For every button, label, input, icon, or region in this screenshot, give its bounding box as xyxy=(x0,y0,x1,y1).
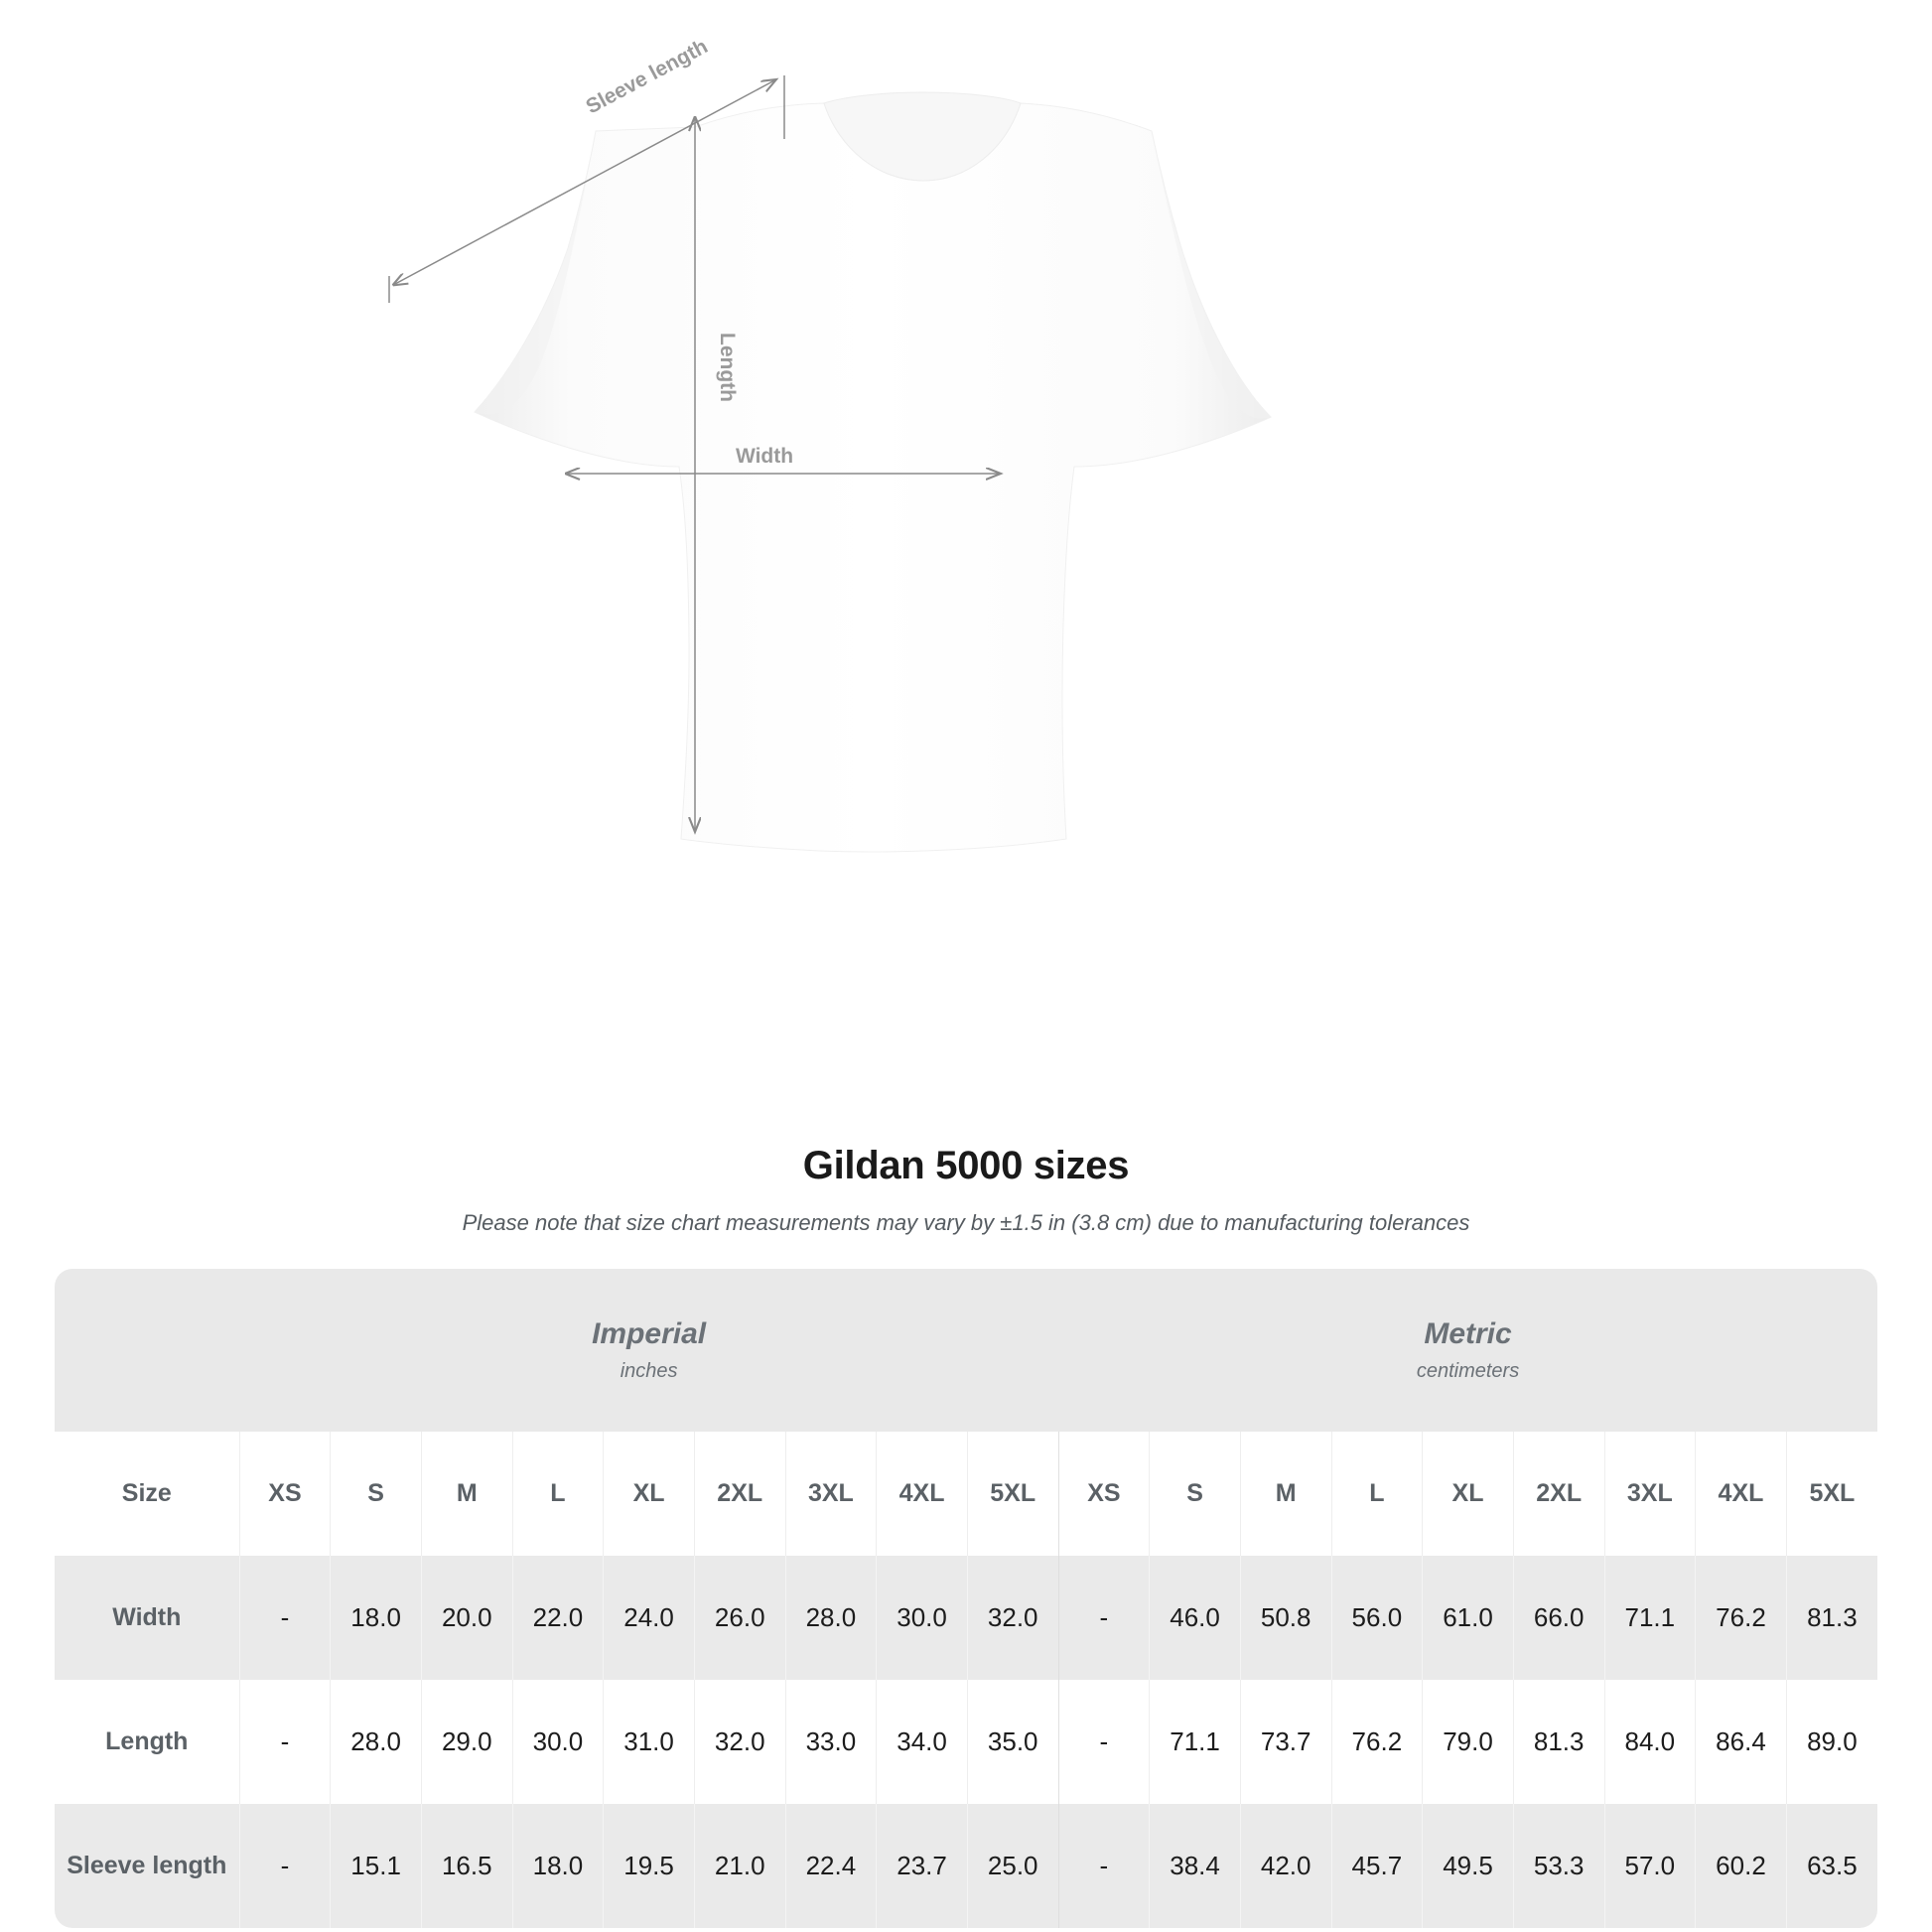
size-header-imperial-4xl: 4XL xyxy=(876,1432,968,1556)
cell-width-imperial-2xl: 26.0 xyxy=(693,1556,786,1680)
page-subtitle: Please note that size chart measurements… xyxy=(462,1210,1470,1235)
cell-sleeve-length-imperial-xl: 19.5 xyxy=(603,1804,695,1928)
cell-width-imperial-s: 18.0 xyxy=(330,1556,422,1680)
cell-length-imperial-2xl: 32.0 xyxy=(693,1680,786,1804)
cell-length-metric-2xl: 81.3 xyxy=(1512,1680,1604,1804)
cell-width-imperial-m: 20.0 xyxy=(420,1556,513,1680)
cell-length-metric-5xl: 89.0 xyxy=(1785,1680,1877,1804)
cell-width-imperial-xs: - xyxy=(238,1556,331,1680)
size-header-imperial-s: S xyxy=(330,1432,422,1556)
cell-width-metric-2xl: 66.0 xyxy=(1512,1556,1604,1680)
size-header-imperial-5xl: 5XL xyxy=(966,1432,1059,1556)
cell-sleeve-length-imperial-s: 15.1 xyxy=(330,1804,422,1928)
cell-sleeve-length-imperial-l: 18.0 xyxy=(511,1804,604,1928)
cell-sleeve-length-imperial-xs: - xyxy=(238,1804,331,1928)
size-header-imperial-xl: XL xyxy=(603,1432,695,1556)
size-chart-table: Imperial inches Metric centimeters Size XS S M L… xyxy=(55,1269,1877,1928)
size-header-imperial-2xl: 2XL xyxy=(693,1432,786,1556)
cell-length-metric-3xl: 84.0 xyxy=(1603,1680,1696,1804)
size-header-metric-s: S xyxy=(1149,1432,1241,1556)
size-header-metric-3xl: 3XL xyxy=(1603,1432,1696,1556)
unit-group-header-imperial: Imperial inches xyxy=(239,1269,1059,1432)
table-row: Sleeve length -15.1 16.5 18.0 19.5 21.0 22.4 23… xyxy=(55,1804,1877,1928)
cell-length-imperial-s: 28.0 xyxy=(330,1680,422,1804)
size-header-imperial-l: L xyxy=(511,1432,604,1556)
unit-group-subtitle: centimeters xyxy=(1416,1359,1520,1382)
cell-sleeve-length-metric-s: 38.4 xyxy=(1149,1804,1241,1928)
size-header-metric-xs: XS xyxy=(1057,1432,1150,1556)
size-chart-table-wrapper: Imperial inches Metric centimeters Size XS S M L… xyxy=(55,1269,1877,1928)
size-header-imperial-3xl: 3XL xyxy=(784,1432,877,1556)
cell-sleeve-length-metric-5xl: 63.5 xyxy=(1785,1804,1877,1928)
row-label-sleeve-length: Sleeve length xyxy=(55,1804,240,1928)
cell-width-metric-xl: 61.0 xyxy=(1422,1556,1514,1680)
cell-length-metric-l: 76.2 xyxy=(1330,1680,1423,1804)
row-label-width: Width xyxy=(55,1556,240,1680)
table-row: Length -28.0 29.0 30.0 31.0 32.0 33.0 34.0 35.0-… xyxy=(55,1680,1877,1804)
size-header-metric-4xl: 4XL xyxy=(1695,1432,1787,1556)
cell-width-metric-l: 56.0 xyxy=(1330,1556,1423,1680)
cell-width-imperial-3xl: 28.0 xyxy=(784,1556,877,1680)
cell-width-imperial-4xl: 30.0 xyxy=(876,1556,968,1680)
cell-sleeve-length-metric-2xl: 53.3 xyxy=(1512,1804,1604,1928)
row-label-length: Length xyxy=(55,1680,240,1804)
cell-length-metric-s: 71.1 xyxy=(1149,1680,1241,1804)
cell-width-metric-5xl: 81.3 xyxy=(1785,1556,1877,1680)
cell-sleeve-length-metric-3xl: 57.0 xyxy=(1603,1804,1696,1928)
cell-sleeve-length-imperial-m: 16.5 xyxy=(420,1804,513,1928)
width-label: Width xyxy=(736,445,793,468)
page-title: Gildan 5000 sizes xyxy=(802,1144,1130,1187)
cell-width-metric-xs: - xyxy=(1057,1556,1150,1680)
size-header-imperial-m: M xyxy=(420,1432,513,1556)
size-header-imperial-xs: XS xyxy=(238,1432,331,1556)
sleeve-length-dimension xyxy=(388,75,785,303)
cell-width-imperial-5xl: 32.0 xyxy=(966,1556,1059,1680)
cell-sleeve-length-imperial-5xl: 25.0 xyxy=(966,1804,1059,1928)
cell-length-imperial-4xl: 34.0 xyxy=(876,1680,968,1804)
size-header-metric-m: M xyxy=(1239,1432,1332,1556)
unit-group-name: Imperial xyxy=(592,1317,707,1351)
unit-group-name: Metric xyxy=(1424,1317,1512,1351)
size-header-metric-2xl: 2XL xyxy=(1512,1432,1604,1556)
length-label: Length xyxy=(716,333,739,402)
cell-length-imperial-3xl: 33.0 xyxy=(784,1680,877,1804)
tshirt-diagram: Sleeve length Length Width xyxy=(0,0,1932,894)
cell-width-metric-4xl: 76.2 xyxy=(1695,1556,1787,1680)
cell-sleeve-length-metric-l: 45.7 xyxy=(1330,1804,1423,1928)
cell-length-imperial-5xl: 35.0 xyxy=(966,1680,1059,1804)
table-row: Width -18.0 20.0 22.0 24.0 26.0 28.0 30.0 32.0-4… xyxy=(55,1556,1877,1680)
size-header-label: Size xyxy=(55,1432,240,1556)
cell-width-metric-3xl: 71.1 xyxy=(1603,1556,1696,1680)
size-header-metric-xl: XL xyxy=(1422,1432,1514,1556)
cell-sleeve-length-metric-xl: 49.5 xyxy=(1422,1804,1514,1928)
cell-length-metric-4xl: 86.4 xyxy=(1695,1680,1787,1804)
cell-width-imperial-l: 22.0 xyxy=(511,1556,604,1680)
cell-sleeve-length-metric-xs: - xyxy=(1057,1804,1150,1928)
size-header-row: Size XS S M L XL 2XL 3XL 4XL 5XL XS S M L XL 2XL 3XL 4XL 5… xyxy=(55,1432,1877,1556)
cell-width-metric-m: 50.8 xyxy=(1239,1556,1332,1680)
table-corner-cell xyxy=(55,1269,240,1432)
title-block: Gildan 5000 sizes Please note that size … xyxy=(0,1142,1932,1238)
tshirt-shape xyxy=(474,91,1272,853)
unit-group-subtitle: inches xyxy=(620,1359,678,1382)
cell-length-imperial-xs: - xyxy=(238,1680,331,1804)
size-header-metric-5xl: 5XL xyxy=(1785,1432,1877,1556)
unit-group-header-metric: Metric centimeters xyxy=(1058,1269,1877,1432)
sleeve-length-label: Sleeve length xyxy=(582,35,711,118)
cell-sleeve-length-imperial-3xl: 22.4 xyxy=(784,1804,877,1928)
cell-length-metric-m: 73.7 xyxy=(1239,1680,1332,1804)
cell-width-imperial-xl: 24.0 xyxy=(603,1556,695,1680)
cell-length-metric-xl: 79.0 xyxy=(1422,1680,1514,1804)
cell-sleeve-length-metric-4xl: 60.2 xyxy=(1695,1804,1787,1928)
cell-length-imperial-m: 29.0 xyxy=(420,1680,513,1804)
cell-sleeve-length-imperial-4xl: 23.7 xyxy=(876,1804,968,1928)
cell-length-imperial-l: 30.0 xyxy=(511,1680,604,1804)
cell-sleeve-length-metric-m: 42.0 xyxy=(1239,1804,1332,1928)
cell-length-imperial-xl: 31.0 xyxy=(603,1680,695,1804)
cell-sleeve-length-imperial-2xl: 21.0 xyxy=(693,1804,786,1928)
size-header-metric-l: L xyxy=(1330,1432,1423,1556)
unit-header-row: Imperial inches Metric centimeters xyxy=(55,1269,1877,1432)
cell-length-metric-xs: - xyxy=(1057,1680,1150,1804)
cell-width-metric-s: 46.0 xyxy=(1149,1556,1241,1680)
